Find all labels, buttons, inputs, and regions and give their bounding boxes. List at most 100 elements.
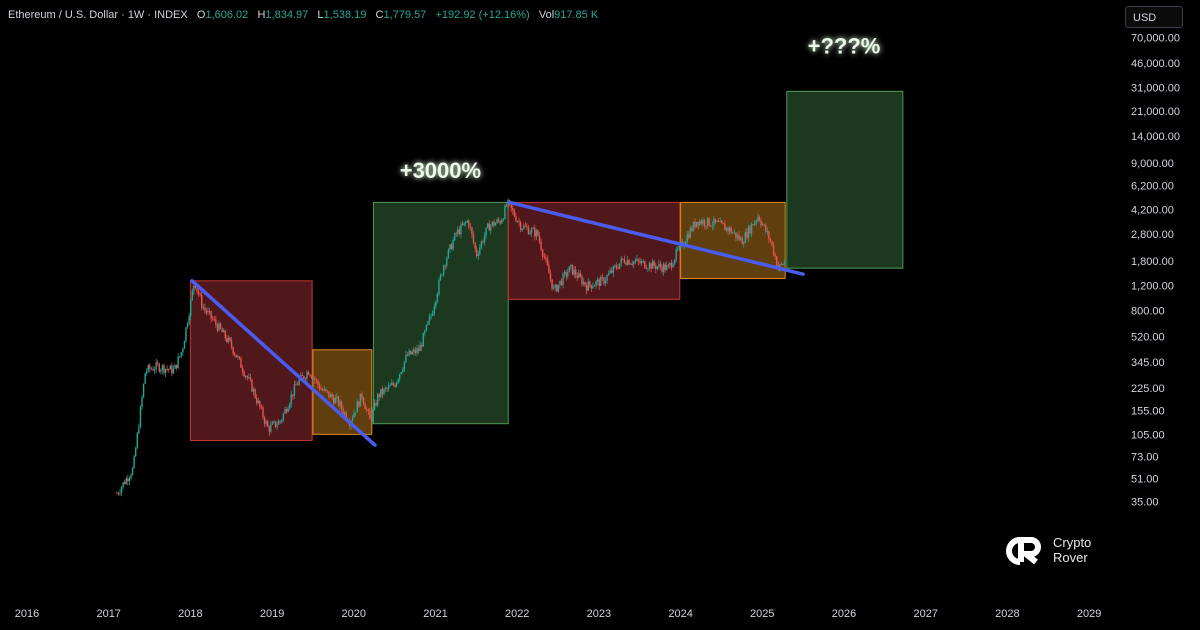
- candle-body: [741, 237, 743, 245]
- candle-body: [749, 226, 751, 234]
- candle-body: [304, 378, 307, 380]
- candle-body: [766, 231, 769, 233]
- candle-body: [615, 265, 618, 268]
- candle-body: [666, 265, 668, 271]
- candle-body: [343, 412, 346, 414]
- candle-body: [457, 229, 459, 234]
- candle-body: [386, 388, 388, 389]
- candle-body: [169, 365, 171, 370]
- candle-body: [260, 406, 263, 408]
- candle-body: [534, 228, 536, 237]
- candle-body: [197, 290, 200, 295]
- candle-body: [370, 418, 373, 422]
- candle-body: [453, 233, 456, 241]
- candle-body: [645, 268, 648, 269]
- candle-body: [464, 222, 467, 224]
- candle-body: [699, 220, 701, 226]
- y-tick-label: 31,000.00: [1131, 82, 1180, 94]
- y-tick-label: 1,200.00: [1131, 281, 1174, 293]
- candle-body: [292, 394, 294, 396]
- price-axis[interactable]: 70,000.00 46,000.00 31,000.00 21,000.00 14,0…: [1131, 33, 1180, 509]
- candle-body: [516, 221, 519, 223]
- candle-body: [486, 223, 489, 228]
- candle-body: [218, 323, 220, 331]
- crypto-rover-logo: Crypto Rover: [1000, 533, 1110, 569]
- candle-body: [754, 222, 756, 226]
- candle-body: [521, 228, 523, 230]
- trendline-1[interactable]: [508, 200, 805, 276]
- candle-body: [317, 380, 319, 385]
- candle-body: [614, 265, 616, 267]
- trendline-0[interactable]: [190, 279, 377, 447]
- candle-body: [565, 272, 567, 277]
- candle-body: [765, 224, 767, 232]
- candle-body: [387, 385, 390, 389]
- candle-body: [174, 364, 176, 369]
- candle-body: [160, 369, 162, 372]
- candle-body: [659, 263, 662, 267]
- candle-body: [727, 227, 729, 232]
- candle-body: [760, 220, 762, 226]
- candle-body: [774, 254, 776, 257]
- candle-body: [700, 220, 703, 224]
- y-tick-label: 9,000.00: [1131, 158, 1174, 170]
- candle-body: [510, 203, 512, 209]
- candle-body: [381, 389, 384, 395]
- candle-body: [320, 389, 322, 391]
- candle-body: [201, 294, 203, 308]
- candle-body: [507, 200, 509, 207]
- candle-body: [216, 324, 219, 331]
- candle-body: [585, 285, 588, 291]
- zone-boxes: [189, 90, 904, 441]
- candle-body: [318, 384, 321, 390]
- candle-body: [427, 321, 429, 325]
- candle-body: [578, 273, 580, 278]
- candle-body: [281, 419, 283, 422]
- time-axis[interactable]: 2016 2017 2018 2019 2020 2021 2022 2023 2024 2025…: [15, 608, 1102, 620]
- candle-body: [603, 277, 605, 284]
- candle-body: [573, 269, 575, 275]
- candle-body: [562, 273, 564, 286]
- x-tick-label: 2024: [668, 608, 692, 620]
- candle-body: [574, 269, 577, 276]
- logo-line2: Rover: [1053, 550, 1088, 565]
- candle-body: [636, 259, 638, 261]
- candle-body: [215, 319, 217, 325]
- x-tick-label: 2018: [178, 608, 202, 620]
- candle-body: [263, 417, 266, 424]
- candle-body: [513, 210, 516, 217]
- candle-body: [224, 330, 226, 339]
- candle-body: [695, 221, 698, 227]
- y-tick-label: 51.00: [1131, 473, 1159, 485]
- candle-body: [592, 286, 594, 289]
- candle-body: [436, 293, 439, 302]
- candle-body: [364, 403, 366, 410]
- candle-body: [609, 270, 611, 274]
- candle-body: [186, 323, 189, 328]
- candle-body: [458, 229, 461, 235]
- candle-body: [425, 324, 428, 331]
- candle-body: [430, 315, 432, 317]
- currency-button[interactable]: USD: [1125, 6, 1183, 28]
- candle-body: [235, 354, 237, 358]
- candle-body: [380, 389, 382, 397]
- candle-body: [326, 390, 329, 392]
- candle-body: [460, 224, 462, 235]
- candle-body: [758, 216, 761, 221]
- candle-body: [634, 260, 637, 262]
- candle-body: [193, 285, 195, 292]
- candle-body: [568, 266, 571, 273]
- candle-body: [471, 227, 473, 235]
- candle-body: [717, 220, 720, 223]
- zone-box-red-3: [507, 201, 681, 300]
- zone-box-red-0: [189, 280, 313, 441]
- candle-body: [739, 237, 742, 240]
- candle-body: [153, 369, 156, 371]
- candle-body: [245, 376, 247, 377]
- x-tick-label: 2021: [423, 608, 447, 620]
- candle-body: [738, 235, 740, 240]
- candle-body: [155, 362, 157, 370]
- candle-body: [722, 222, 725, 225]
